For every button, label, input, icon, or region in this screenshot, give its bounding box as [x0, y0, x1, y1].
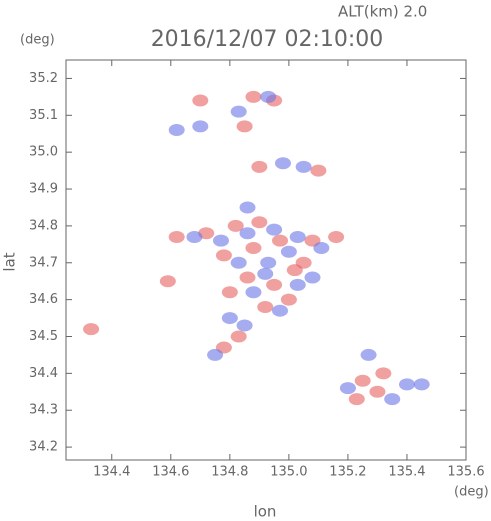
echo-patch — [236, 120, 253, 133]
echo-patch — [289, 230, 306, 243]
echo-patch — [257, 267, 274, 280]
echo-patch — [168, 230, 185, 243]
echo-patch — [245, 286, 262, 299]
y-tick-label: 34.2 — [29, 440, 58, 455]
echo-patch — [186, 230, 203, 243]
echo-patch — [375, 367, 392, 380]
y-tick-label: 35.1 — [29, 108, 58, 123]
x-tick-label: 134.6 — [152, 465, 189, 480]
x-tick-label: 135.4 — [388, 465, 425, 480]
y-tick-label: 34.6 — [29, 292, 58, 307]
echo-patch — [274, 157, 291, 170]
echo-patch — [289, 278, 306, 291]
echo-patch — [280, 293, 297, 306]
y-tick-label: 34.9 — [29, 182, 58, 197]
echo-patch — [413, 378, 430, 391]
y-tick-label: 34.5 — [29, 329, 58, 344]
echo-patch — [227, 219, 244, 232]
echo-patch — [221, 286, 238, 299]
echo-patch — [348, 393, 365, 406]
echo-patch — [398, 378, 415, 391]
echo-patch — [360, 348, 377, 361]
y-unit: (deg) — [20, 33, 55, 48]
echo-patch — [245, 90, 262, 103]
y-tick-label: 34.3 — [29, 403, 58, 418]
echo-patch — [313, 242, 330, 255]
echo-patch — [384, 393, 401, 406]
echo-patch — [260, 256, 277, 269]
echo-patch — [245, 242, 262, 255]
chart-title: 2016/12/07 02:10:00 — [151, 27, 384, 52]
x-axis-label: lon — [254, 503, 277, 521]
echo-patch — [239, 201, 256, 214]
echo-patch — [280, 245, 297, 258]
x-tick-label: 135.6 — [447, 465, 484, 480]
echo-patch — [230, 256, 247, 269]
x-tick-label: 134.4 — [93, 465, 130, 480]
x-unit: (deg) — [454, 485, 489, 500]
echo-patch — [295, 160, 312, 173]
echo-patch — [207, 348, 224, 361]
echo-patch — [272, 304, 289, 317]
echo-patch — [257, 301, 274, 314]
echo-patch — [266, 278, 283, 291]
echo-patch — [304, 271, 321, 284]
echo-patch — [230, 105, 247, 118]
echo-patch — [328, 230, 345, 243]
echo-patch — [286, 264, 303, 277]
echo-patch — [215, 249, 232, 262]
echo-patch — [192, 120, 209, 133]
echo-patch — [212, 234, 229, 247]
echo-patch — [339, 382, 356, 395]
y-tick-label: 34.7 — [29, 255, 58, 270]
echo-patch — [230, 330, 247, 343]
x-tick-label: 135.2 — [329, 465, 366, 480]
echo-patch — [251, 160, 268, 173]
echo-patch — [239, 227, 256, 240]
y-tick-label: 34.8 — [29, 218, 58, 233]
echo-patch — [310, 164, 327, 177]
x-tick-label: 135.0 — [270, 465, 307, 480]
y-tick-label: 35.2 — [29, 71, 58, 86]
echo-patch — [369, 385, 386, 398]
plot-frame — [65, 59, 467, 461]
echo-patch — [168, 124, 185, 137]
echo-patch — [192, 94, 209, 107]
echo-patch — [272, 234, 289, 247]
echo-patch — [221, 312, 238, 325]
echo-patch — [239, 271, 256, 284]
echo-patch — [251, 216, 268, 229]
echo-patch — [266, 223, 283, 236]
y-tick-label: 35.0 — [29, 145, 58, 160]
y-tick-label: 34.4 — [29, 366, 58, 381]
x-tick-label: 134.8 — [211, 465, 248, 480]
echo-patch — [236, 319, 253, 332]
echo-patch — [159, 275, 176, 288]
echo-patch — [354, 374, 371, 387]
y-axis-label: lat — [1, 252, 19, 271]
subtitle: ALT(km) 2.0 — [338, 3, 427, 21]
echo-patch — [260, 90, 277, 103]
echo-patch — [83, 323, 100, 336]
